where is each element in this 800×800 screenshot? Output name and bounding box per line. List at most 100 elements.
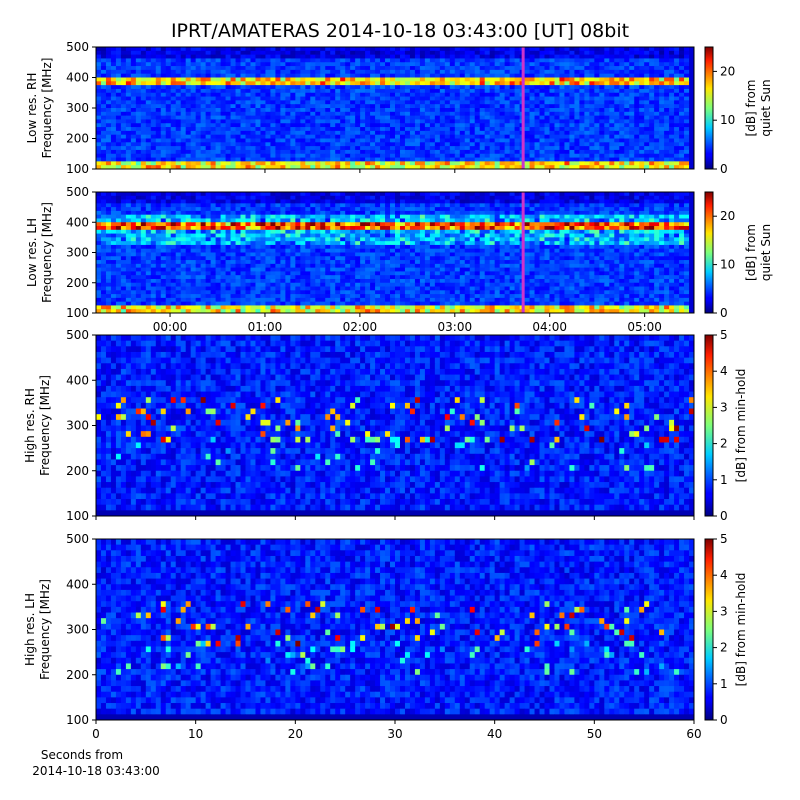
heatmap-cell (659, 111, 665, 117)
heatmap-cell (240, 92, 246, 98)
heatmap-cell (335, 157, 341, 162)
heatmap-cell (629, 222, 635, 227)
heatmap-cell (409, 81, 416, 86)
heatmap-cell (165, 203, 172, 208)
heatmap-cell (265, 207, 271, 212)
heatmap-cell (579, 108, 585, 113)
heatmap-cell (454, 157, 461, 162)
heatmap-cell (559, 222, 565, 227)
heatmap-cell (554, 104, 560, 109)
heatmap-cell (459, 123, 466, 128)
heatmap-cell (190, 157, 197, 162)
heatmap-cell (335, 218, 341, 223)
heatmap-cell (534, 69, 541, 75)
heatmap-cell (300, 157, 306, 162)
heatmap-cell (295, 66, 301, 71)
heatmap-cell (215, 165, 222, 170)
heatmap-cell (120, 218, 127, 223)
heatmap-cell (674, 81, 680, 86)
heatmap-cell (215, 88, 222, 94)
heatmap-cell (584, 115, 590, 120)
heatmap-cell (335, 69, 341, 75)
heatmap-cell (669, 92, 675, 98)
heatmap-cell (115, 100, 122, 105)
heatmap-cell (385, 62, 391, 67)
heatmap-cell (200, 146, 207, 151)
heatmap-cell (345, 69, 351, 75)
heatmap-cell (275, 153, 281, 159)
heatmap-cell (559, 123, 565, 128)
heatmap-cell (205, 50, 212, 56)
heatmap-cell (479, 222, 486, 227)
heatmap-cell (524, 58, 531, 63)
heatmap-cell (584, 62, 590, 67)
heatmap-cell (395, 62, 401, 67)
heatmap-cell (619, 165, 625, 170)
heatmap-cell (524, 69, 531, 75)
heatmap-cell (355, 153, 361, 159)
heatmap-cell (504, 50, 511, 56)
heatmap-cell (439, 138, 446, 143)
heatmap-cell (220, 47, 227, 52)
heatmap-cell (125, 47, 132, 52)
heatmap-cell (619, 218, 625, 223)
heatmap-cell (399, 161, 406, 166)
heatmap-cell (305, 203, 311, 208)
y-tick-label: 500 (66, 40, 89, 54)
heatmap-cell (350, 85, 356, 90)
heatmap-cell (674, 130, 680, 136)
heatmap-cell (130, 214, 137, 219)
heatmap-cell (639, 104, 645, 109)
heatmap-cell (230, 203, 237, 208)
heatmap-cell (544, 100, 550, 105)
heatmap-cell (170, 149, 177, 155)
heatmap-cell (96, 130, 102, 136)
heatmap-cell (360, 100, 366, 105)
heatmap-cell (330, 115, 336, 120)
y-tick-label: 300 (66, 101, 89, 115)
heatmap-cell (355, 222, 361, 227)
heatmap-cell (210, 203, 217, 208)
heatmap-cell (165, 210, 172, 216)
heatmap-cell (155, 58, 162, 63)
heatmap-cell (559, 96, 565, 101)
heatmap-cell (509, 58, 516, 63)
heatmap-cell (385, 134, 391, 139)
heatmap-cell (100, 153, 107, 159)
heatmap-cell (639, 92, 645, 98)
heatmap-cell (345, 153, 351, 159)
heatmap-cell (170, 127, 177, 132)
heatmap-cell (614, 62, 620, 67)
heatmap-cell (424, 77, 431, 82)
heatmap-cell (390, 47, 396, 52)
heatmap-cell (469, 108, 476, 113)
heatmap-cell (115, 47, 122, 52)
heatmap-cell (220, 142, 227, 147)
heatmap-cell (340, 100, 346, 105)
heatmap-cell (454, 195, 461, 201)
heatmap-cell (479, 54, 486, 59)
heatmap-cell (295, 104, 301, 109)
heatmap-cell (350, 130, 356, 136)
heatmap-cell (494, 77, 501, 82)
heatmap-cell (654, 149, 660, 155)
heatmap-cell (120, 134, 127, 139)
heatmap-cell (454, 218, 461, 223)
heatmap-cell (120, 54, 127, 59)
heatmap-cell (115, 222, 122, 227)
heatmap-cell (290, 108, 296, 113)
heatmap-cell (674, 192, 680, 197)
heatmap-cell (110, 69, 117, 75)
heatmap-cell (504, 153, 511, 159)
heatmap-cell (325, 58, 331, 63)
heatmap-cell (649, 222, 655, 227)
heatmap-cell (619, 203, 625, 208)
heatmap-cell (160, 47, 167, 52)
heatmap-cell (220, 134, 227, 139)
heatmap-cell (484, 104, 491, 109)
heatmap-cell (589, 142, 595, 147)
heatmap-cell (559, 146, 565, 151)
heatmap-cell (434, 195, 441, 201)
heatmap-cell (165, 149, 172, 155)
heatmap-cell (679, 88, 685, 94)
